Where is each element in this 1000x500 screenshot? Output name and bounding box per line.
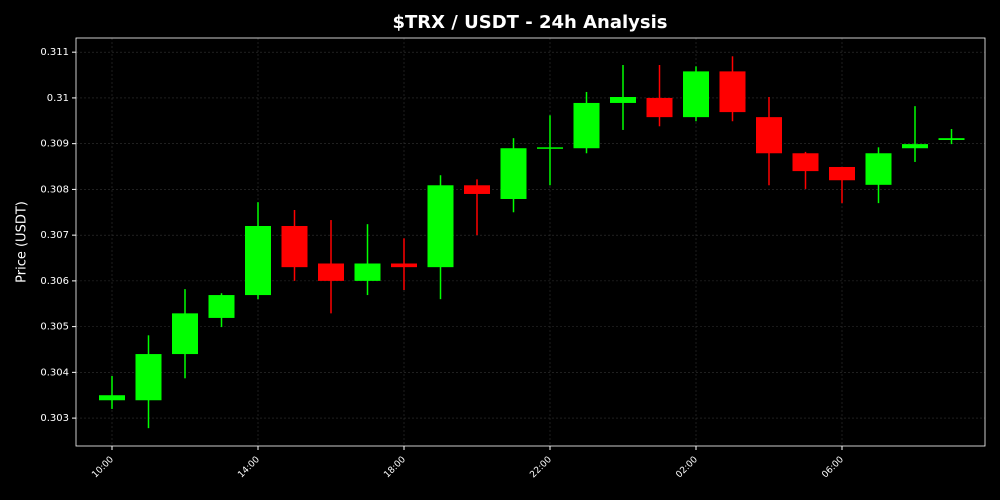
- y-tick-label: 0.308: [40, 184, 69, 195]
- y-axis-label: Price (USDT): [15, 201, 30, 283]
- candle-body: [135, 354, 162, 401]
- candle-body: [610, 97, 636, 103]
- candle-body: [683, 71, 709, 118]
- candle-body: [938, 138, 965, 140]
- y-tick-label: 0.311: [40, 47, 69, 58]
- candle-body: [208, 295, 235, 318]
- candle-body: [318, 263, 344, 281]
- y-tick-label: 0.305: [40, 322, 69, 333]
- candle-body: [573, 102, 600, 149]
- candle-body: [281, 225, 308, 268]
- chart-title: $TRX / USDT - 24h Analysis: [393, 12, 668, 33]
- candle-body: [245, 225, 271, 296]
- candle-body: [464, 185, 490, 194]
- candle-body: [829, 166, 855, 181]
- candle-body: [756, 117, 782, 154]
- candle-body: [902, 144, 928, 149]
- candle-body: [427, 185, 454, 268]
- candle-body: [865, 153, 892, 185]
- candle-body: [646, 97, 673, 118]
- candle-body: [500, 148, 527, 200]
- candle-body: [172, 313, 198, 355]
- candle-body: [391, 263, 417, 268]
- plot-area: [76, 38, 985, 446]
- candle-body: [719, 71, 746, 113]
- candle-body: [99, 395, 125, 401]
- y-tick-label: 0.307: [40, 230, 69, 241]
- candle-body: [354, 263, 381, 281]
- candle-body: [537, 147, 563, 149]
- y-tick-label: 0.304: [40, 367, 69, 378]
- y-tick-label: 0.309: [40, 139, 69, 150]
- candle-body: [792, 153, 819, 172]
- y-tick-label: 0.31: [47, 93, 69, 104]
- y-tick-label: 0.303: [40, 413, 69, 424]
- y-tick-label: 0.306: [40, 276, 69, 287]
- plot-frame: [75, 37, 986, 447]
